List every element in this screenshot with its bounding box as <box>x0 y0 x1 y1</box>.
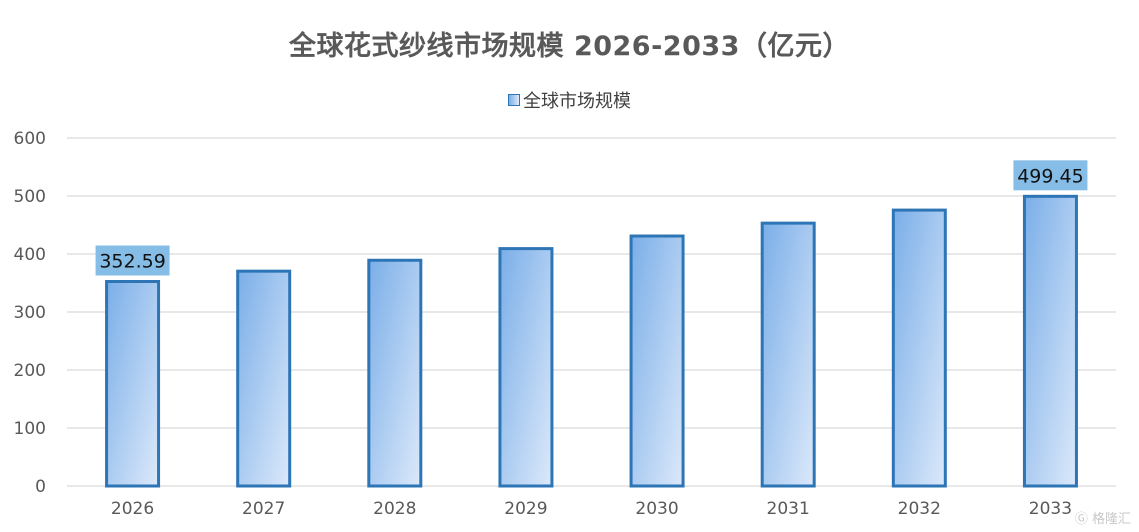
bar <box>1022 194 1078 488</box>
y-tick-label: 500 <box>14 187 46 207</box>
x-tick-label: 2029 <box>504 499 547 519</box>
bar <box>629 234 685 488</box>
x-tick-label: 2033 <box>1029 499 1072 519</box>
x-tick-label: 2028 <box>373 499 416 519</box>
bar <box>891 208 947 488</box>
bar <box>498 247 554 488</box>
data-label-text: 352.59 <box>99 250 165 272</box>
y-axis-ticks: 0 100 200 300 400 500 600 <box>14 129 46 497</box>
gelonghui-logo-icon: Ⓖ <box>1074 512 1088 527</box>
y-tick-label: 0 <box>35 477 46 497</box>
x-tick-label: 2030 <box>635 499 678 519</box>
data-label: 499.45 <box>1013 160 1088 191</box>
legend-item: 全球市场规模 <box>508 87 631 113</box>
bars <box>105 194 1078 488</box>
watermark: Ⓖ 格隆汇 <box>1075 508 1131 527</box>
x-tick-label: 2032 <box>898 499 941 519</box>
y-tick-label: 400 <box>14 245 46 265</box>
legend-swatch-icon <box>508 94 520 106</box>
data-label-box <box>1013 160 1088 191</box>
x-tick-label: 2027 <box>242 499 285 519</box>
x-tick-label: 2026 <box>111 499 154 519</box>
chart-legend: 全球市场规模 <box>0 87 1139 113</box>
grid-lines <box>67 137 1116 487</box>
data-label-box <box>95 245 170 276</box>
y-tick-label: 300 <box>14 303 46 323</box>
chart-title: 全球花式纱线市场规模 2026-2033（亿元） <box>289 31 850 62</box>
data-label: 352.59 <box>95 245 170 276</box>
bar <box>760 221 816 488</box>
data-labels: 352.59 499.45 <box>95 160 1088 276</box>
bar <box>105 279 161 488</box>
y-tick-label: 600 <box>14 129 46 149</box>
y-tick-label: 100 <box>14 419 46 439</box>
y-tick-label: 200 <box>14 361 46 381</box>
x-axis-ticks: 2026 2027 2028 2029 2030 2031 2032 2033 <box>111 499 1072 519</box>
watermark-text: 格隆汇 <box>1091 512 1131 527</box>
x-tick-label: 2031 <box>767 499 810 519</box>
bar <box>236 269 292 488</box>
legend-label: 全球市场规模 <box>523 91 631 112</box>
bar <box>367 258 423 488</box>
data-label-text: 499.45 <box>1017 165 1083 187</box>
